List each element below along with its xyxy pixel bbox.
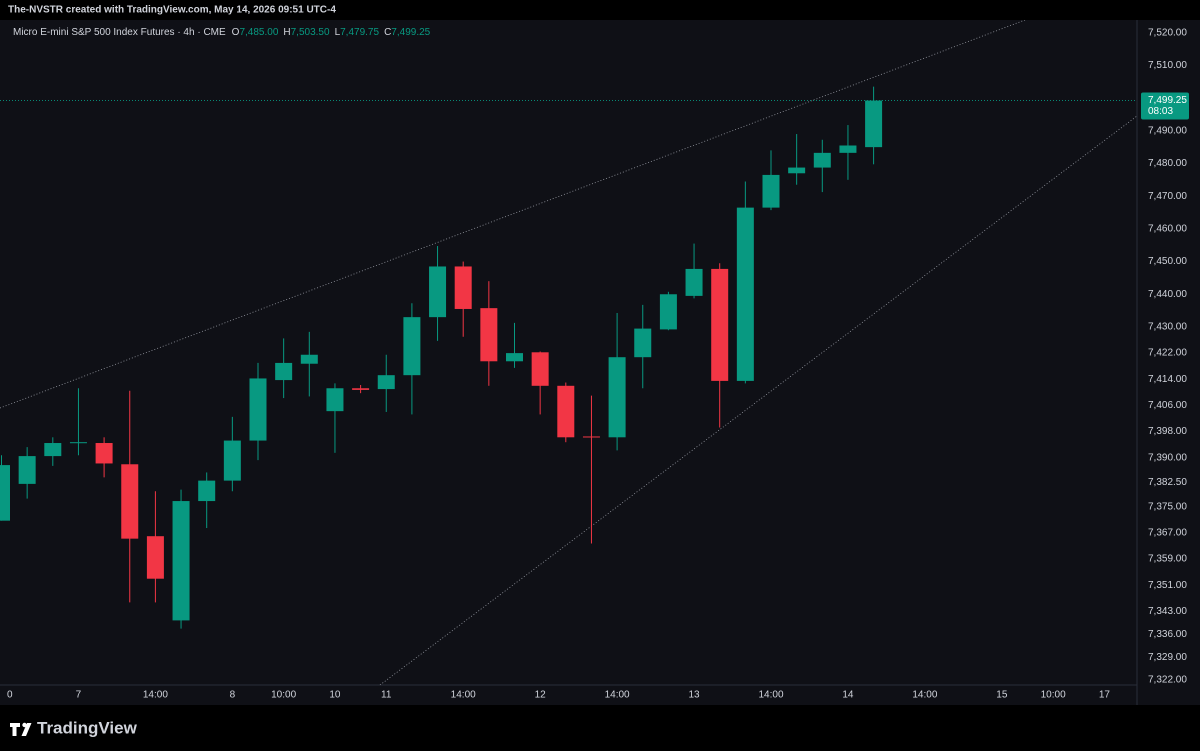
candle-body [608, 357, 626, 438]
candle-body [788, 167, 806, 174]
legend-key: L [335, 27, 341, 38]
plot-background [0, 20, 1200, 705]
x-tick-label: 14:00 [758, 690, 783, 701]
x-tick-label: 10 [329, 690, 341, 701]
candle-body [531, 352, 549, 386]
x-tick-label: 15 [996, 690, 1008, 701]
y-tick-label: 7,430.00 [1148, 322, 1187, 333]
x-tick-label: 14:00 [605, 690, 630, 701]
plot [0, 20, 1137, 685]
candle-body [275, 362, 293, 381]
y-tick-label: 7,440.00 [1148, 289, 1187, 300]
brand: TradingView [37, 718, 138, 737]
candle-body [865, 100, 883, 148]
candle-body [377, 375, 395, 390]
legend: Micro E-mini S&P 500 Index Futures · 4h … [13, 27, 431, 38]
candle-body [326, 388, 344, 412]
candle-body [839, 145, 857, 153]
y-tick-label: 7,367.00 [1148, 528, 1187, 539]
candle-body [480, 308, 498, 362]
header-title: The-NVSTR created with TradingView.com, … [8, 5, 336, 16]
y-tick-label: 7,359.00 [1148, 554, 1187, 565]
candle-body [249, 378, 267, 441]
candle-body [223, 440, 241, 481]
y-tick-label: 7,351.00 [1148, 580, 1187, 591]
y-tick-label: 7,406.00 [1148, 400, 1187, 411]
candle-body [813, 152, 831, 168]
y-tick-label: 7,450.00 [1148, 256, 1187, 267]
x-tick-label: 13 [688, 690, 700, 701]
y-tick-label: 7,414.00 [1148, 374, 1187, 385]
x-tick-label: 14:00 [143, 690, 168, 701]
x-tick-label: 10:00 [1041, 690, 1066, 701]
y-tick-label: 7,329.00 [1148, 652, 1187, 663]
candle-body [300, 354, 318, 364]
y-tick-label: 7,470.00 [1148, 191, 1187, 202]
candle-body [121, 464, 139, 539]
candle-body [429, 266, 447, 318]
y-tick-label: 7,510.00 [1148, 60, 1187, 71]
candle-body [146, 536, 164, 579]
x-tick-label: 8 [230, 690, 236, 701]
candle-body [454, 266, 472, 309]
y-tick-label: 7,422.00 [1148, 348, 1187, 359]
candle-body [403, 317, 421, 376]
y-tick-label: 7,460.00 [1148, 224, 1187, 235]
candle-body [711, 268, 729, 381]
legend-key: C [384, 27, 391, 38]
x-tick-label: 11 [381, 690, 392, 701]
candle-body [198, 480, 216, 502]
y-tick-label: 7,336.00 [1148, 629, 1187, 640]
candle-body [736, 207, 754, 381]
legend-value: 7,485.00 [239, 27, 278, 38]
y-tick-label: 7,398.00 [1148, 426, 1187, 437]
candle-body [582, 436, 600, 438]
candle-body [634, 328, 652, 358]
y-tick-label: 7,343.00 [1148, 606, 1187, 617]
candle-body [0, 465, 10, 521]
y-tick-label: 7,375.00 [1148, 501, 1187, 512]
legend-key: O [232, 27, 240, 38]
header-bar [0, 0, 1200, 20]
x-tick-label: 14 [842, 690, 854, 701]
candle-body [685, 268, 703, 296]
candle-body [172, 501, 190, 621]
candle-body [352, 388, 370, 390]
candle-body [659, 294, 677, 330]
x-tick-label: 10:00 [271, 690, 296, 701]
y-tick-label: 7,480.00 [1148, 158, 1187, 169]
candle-body [95, 443, 113, 464]
candle-body [44, 443, 62, 457]
x-tick-label: 7 [76, 690, 82, 701]
legend-value: 7,503.50 [291, 27, 330, 38]
logo [10, 722, 32, 736]
legend-value: 7,479.75 [340, 27, 379, 38]
countdown: 08:03 [1148, 106, 1173, 117]
y-tick-label: 7,490.00 [1148, 125, 1187, 136]
symbol: Micro E-mini S&P 500 Index Futures · 4h … [13, 27, 226, 38]
candle-body [18, 456, 36, 484]
y-tick-label: 7,322.00 [1148, 675, 1187, 686]
trend-line-lower [379, 115, 1137, 685]
x-tick-label: 14:00 [912, 690, 937, 701]
legend-key: H [283, 27, 290, 38]
x-tick-label: 17 [1099, 690, 1111, 701]
price-tag [1141, 92, 1189, 120]
candle-body [557, 385, 575, 438]
candle-body [69, 442, 87, 444]
y-tick-label: 7,382.50 [1148, 477, 1187, 488]
x-tick-label: 0 [7, 690, 13, 701]
candle-body [762, 174, 780, 208]
y-tick-label: 7,390.00 [1148, 452, 1187, 463]
x-tick-label: 14:00 [451, 690, 476, 701]
candle-body [506, 353, 523, 362]
price-tag-label: 7,499.25 [1148, 95, 1187, 106]
x-tick-label: 12 [535, 690, 547, 701]
legend-value: 7,499.25 [391, 27, 430, 38]
y-tick-label: 7,520.00 [1148, 27, 1187, 38]
